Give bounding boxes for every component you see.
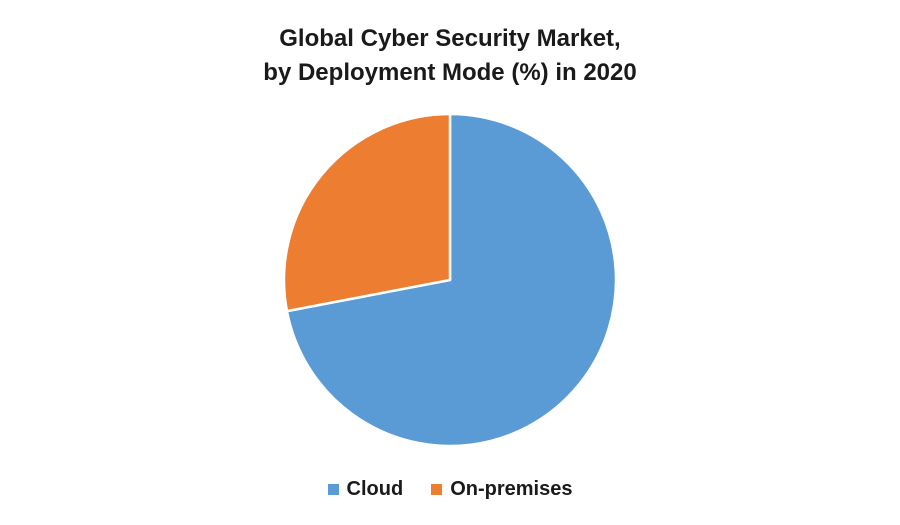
chart-title: Global Cyber Security Market, by Deploym… [0, 22, 900, 90]
legend-swatch-cloud [327, 484, 339, 495]
legend-label-cloud: Cloud [346, 478, 404, 500]
pie-slice-cloud [285, 112, 618, 448]
legend-label-on-premises: On-premises [450, 478, 573, 500]
legend-item-on-premises: On-premises [431, 478, 572, 501]
legend-swatch-on-premises [431, 484, 443, 495]
chart-title-line-2: by Deployment Mode (%) in 2020 [263, 59, 637, 86]
chart-title-line-1: Global Cyber Security Market, [279, 25, 621, 52]
chart-legend: Cloud On-premises [0, 478, 900, 501]
pie-slice-on-premises [282, 112, 452, 313]
legend-item-cloud: Cloud [327, 478, 404, 501]
